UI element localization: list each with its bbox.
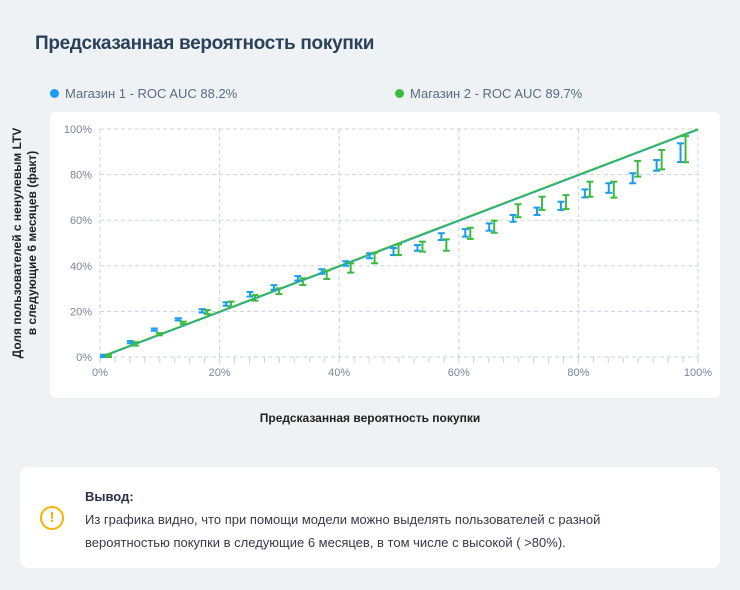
error-bar-store1 bbox=[509, 213, 517, 223]
error-bar-store2 bbox=[466, 226, 474, 240]
error-bar-store1 bbox=[677, 142, 685, 164]
error-bar-store1 bbox=[294, 275, 302, 282]
x-tick-label: 0% bbox=[92, 367, 108, 379]
error-bar-store1 bbox=[461, 228, 469, 238]
error-bar-store2 bbox=[682, 135, 690, 164]
error-bar-store2 bbox=[227, 300, 235, 308]
conclusion-text: Из графика видно, что при помощи модели … bbox=[85, 512, 601, 550]
error-bar-store2 bbox=[418, 240, 426, 253]
conclusion-title: Вывод: bbox=[85, 489, 134, 504]
y-tick-label: 0% bbox=[76, 352, 92, 364]
error-bar-store1 bbox=[653, 159, 661, 172]
legend-dot-icon bbox=[50, 89, 59, 98]
legend-label: Магазин 1 - ROC AUC 88.2% bbox=[65, 86, 238, 101]
conclusion-card: ! Вывод: Из графика видно, что при помощ… bbox=[20, 467, 720, 568]
error-bar-store2 bbox=[442, 238, 450, 252]
legend-dot-icon bbox=[395, 89, 404, 98]
x-tick-label: 100% bbox=[684, 367, 712, 379]
error-bar-store1 bbox=[390, 247, 398, 257]
error-bar-store2 bbox=[586, 180, 594, 198]
y-tick-label: 40% bbox=[70, 261, 92, 273]
x-tick-label: 20% bbox=[209, 367, 231, 379]
x-tick-label: 40% bbox=[328, 367, 350, 379]
y-tick-label: 20% bbox=[70, 306, 92, 318]
error-bar-store1 bbox=[318, 268, 326, 275]
error-bar-store2 bbox=[395, 243, 403, 257]
x-tick-label: 60% bbox=[448, 367, 470, 379]
error-bar-store2 bbox=[155, 332, 163, 337]
error-bar-store1 bbox=[413, 244, 421, 252]
error-bar-store2 bbox=[251, 293, 259, 302]
error-bar-store2 bbox=[323, 269, 331, 281]
error-bar-store2 bbox=[610, 180, 618, 199]
error-bar-store2 bbox=[347, 262, 355, 274]
error-bar-store1 bbox=[174, 317, 182, 322]
error-bar-store1 bbox=[222, 301, 230, 307]
y-axis-label: Доля пользователей с ненулевым LTV в сле… bbox=[10, 128, 40, 359]
error-bar-store1 bbox=[485, 222, 493, 232]
error-bar-store1 bbox=[150, 327, 158, 332]
y-axis-label-line1: Доля пользователей с ненулевым LTV bbox=[10, 127, 24, 359]
warning-icon: ! bbox=[40, 506, 64, 530]
error-bar-store1 bbox=[126, 340, 134, 345]
error-bar-store2 bbox=[131, 341, 139, 347]
error-bar-store2 bbox=[634, 159, 642, 178]
y-axis-label-line2: в следующие 6 месяцев (факт) bbox=[25, 150, 39, 336]
error-bar-store1 bbox=[605, 182, 613, 194]
y-tick-label: 80% bbox=[70, 170, 92, 182]
error-bar-store1 bbox=[270, 284, 278, 291]
legend-item-store1[interactable]: Магазин 1 - ROC AUC 88.2% bbox=[50, 86, 237, 101]
y-tick-label: 60% bbox=[70, 215, 92, 227]
error-bar-store2 bbox=[104, 353, 112, 358]
page-title: Предсказанная вероятность покупки bbox=[35, 33, 375, 54]
error-bar-store2 bbox=[538, 195, 546, 211]
error-bar-store2 bbox=[179, 320, 187, 325]
error-bar-store2 bbox=[203, 309, 211, 315]
error-bar-store1 bbox=[533, 206, 541, 216]
error-bar-store2 bbox=[658, 148, 666, 171]
x-tick-label: 80% bbox=[567, 367, 589, 379]
error-bar-store1 bbox=[342, 260, 350, 267]
error-bar-store2 bbox=[490, 219, 498, 234]
legend-label: Магазин 2 - ROC AUC 89.7% bbox=[410, 86, 583, 101]
error-bar-store2 bbox=[562, 194, 570, 211]
chart-svg: 0% 20% 40% 60% 80% 100% 0% 20% 40% 60% 80% 100% bbox=[64, 124, 712, 379]
x-axis-label: Предсказанная вероятность покупки bbox=[259, 411, 481, 425]
error-bar-store2 bbox=[275, 287, 283, 296]
chart-card: 0% 20% 40% 60% 80% 100% 0% 20% 40% 60% 80% 100% bbox=[50, 112, 720, 398]
error-bar-store1 bbox=[629, 172, 637, 185]
error-bar-store2 bbox=[371, 251, 379, 265]
legend-item-store2[interactable]: Магазин 2 - ROC AUC 89.7% bbox=[395, 86, 582, 101]
y-tick-label: 100% bbox=[64, 124, 92, 136]
error-bar-store2 bbox=[299, 277, 307, 286]
error-bar-store1 bbox=[246, 291, 254, 298]
error-bar-store2 bbox=[514, 203, 522, 219]
reference-line-store2 bbox=[99, 128, 699, 358]
